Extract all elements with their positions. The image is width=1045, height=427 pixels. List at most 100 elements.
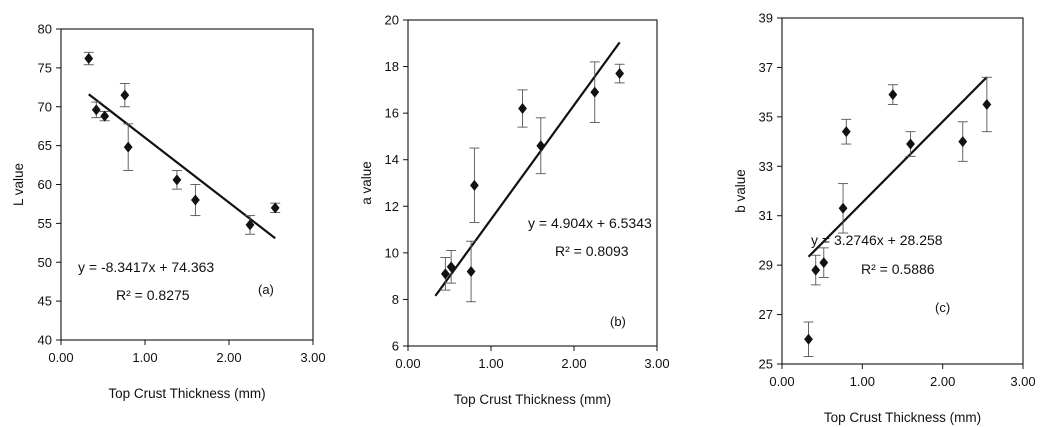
diamond-marker [191,194,200,206]
y-tick-label: 37 [759,60,773,75]
diamond-marker [84,53,94,65]
diamond-marker [819,257,829,269]
y-axis-title: b value [733,169,748,213]
x-tick-label: 2.00 [216,350,241,365]
y-tick-label: 40 [38,333,52,348]
x-tick-label: 3.00 [644,356,669,371]
trendline-equation: y = 3.2746x + 28.258 [811,232,943,248]
y-tick-label: 25 [759,357,773,372]
y-tick-label: 8 [392,292,399,307]
y-tick-label: 39 [759,11,773,26]
diamond-marker [811,264,821,276]
diamond-marker [172,174,182,186]
diamond-marker [440,268,450,280]
data-point [887,84,898,105]
diamond-marker [120,89,130,101]
y-tick-label: 27 [759,307,773,322]
diamond-marker [804,333,813,345]
y-axis-title: a value [359,161,374,205]
diamond-marker [270,202,280,214]
y-tick-label: 33 [759,159,773,174]
diamond-marker [446,261,456,273]
y-axis-title: L value [11,163,26,206]
diamond-marker [518,102,527,114]
y-tick-label: 10 [385,245,399,260]
y-tick-label: 80 [38,22,52,37]
data-point [469,147,480,224]
trendline-equation: y = 4.904x + 6.5343 [528,215,652,231]
x-tick-label: 0.00 [395,356,420,371]
diamond-marker [91,104,101,116]
panel-label: (b) [610,314,626,329]
y-tick-label: 55 [38,216,52,231]
diamond-marker [590,86,600,98]
data-point [803,321,814,358]
data-point [270,202,281,214]
y-tick-label: 16 [385,106,399,121]
panel-label: (c) [935,300,950,315]
data-point [446,250,457,284]
y-tick-label: 14 [385,152,399,167]
y-tick-label: 65 [38,138,52,153]
x-tick-label: 0.00 [769,374,794,389]
data-point [818,247,829,278]
diamond-marker [245,219,255,231]
panel-label: (a) [258,282,274,297]
y-tick-label: 45 [38,294,52,309]
data-point [810,254,821,286]
chart-panel-a: 40 45 50 55 60 65 70 75 80 0.00 1.00 2.00 3.00 Top Cr… [11,22,326,402]
y-tick-label: 18 [385,59,399,74]
chart-panel-c: 25 27 29 31 33 35 37 39 0.00 1.00 2.00 3.00 Top Crus… [733,11,1036,426]
data-point [614,63,625,84]
y-tick-label: 60 [38,177,52,192]
y-tick-label: 12 [385,199,399,214]
plot-frame [781,17,1024,365]
data-point [517,89,528,128]
y-tick-label: 35 [759,109,773,124]
data-point [589,61,600,123]
data-point [171,170,182,190]
x-tick-label: 3.00 [1010,374,1035,389]
x-tick-label: 0.00 [48,350,73,365]
trendline-equation: y = -8.3417x + 74.363 [78,259,214,275]
chart-panel-b: 6 8 10 12 14 16 18 20 0.00 1.00 2.00 3.00 Top Crust … [359,13,670,408]
x-tick-label: 2.00 [561,356,586,371]
x-axis-title: Top Crust Thickness (mm) [824,410,981,425]
y-tick-label: 70 [38,99,52,114]
diamond-marker [838,202,848,214]
r-squared-label: R² = 0.8275 [116,287,190,303]
data-point [957,121,968,162]
x-tick-label: 1.00 [132,350,157,365]
data-point [981,76,992,133]
diamond-marker [615,68,625,80]
diamond-marker [123,141,133,153]
data-point [841,118,852,145]
y-tick-label: 31 [759,208,773,223]
data-point [535,117,546,175]
y-tick-label: 29 [759,258,773,273]
diamond-marker [536,140,546,152]
data-point [119,82,130,108]
data-point [440,257,451,291]
diamond-marker [958,136,968,148]
data-point [905,131,916,157]
data-point [83,51,94,66]
diamond-marker [982,99,992,110]
data-point [123,123,134,171]
trendline [807,76,988,258]
y-tick-label: 20 [385,13,399,28]
x-axis-title: Top Crust Thickness (mm) [108,386,265,401]
plot-frame [407,19,658,347]
data-point [190,184,201,217]
diamond-marker [100,110,110,122]
data-point [99,110,110,122]
diamond-marker [470,179,479,191]
y-tick-label: 6 [392,339,399,354]
y-tick-label: 50 [38,255,52,270]
y-tick-label: 75 [38,60,52,75]
trendline [88,93,276,240]
r-squared-label: R² = 0.5886 [861,261,935,277]
data-point [466,240,477,303]
x-tick-label: 3.00 [300,350,325,365]
diamond-marker [906,138,915,150]
